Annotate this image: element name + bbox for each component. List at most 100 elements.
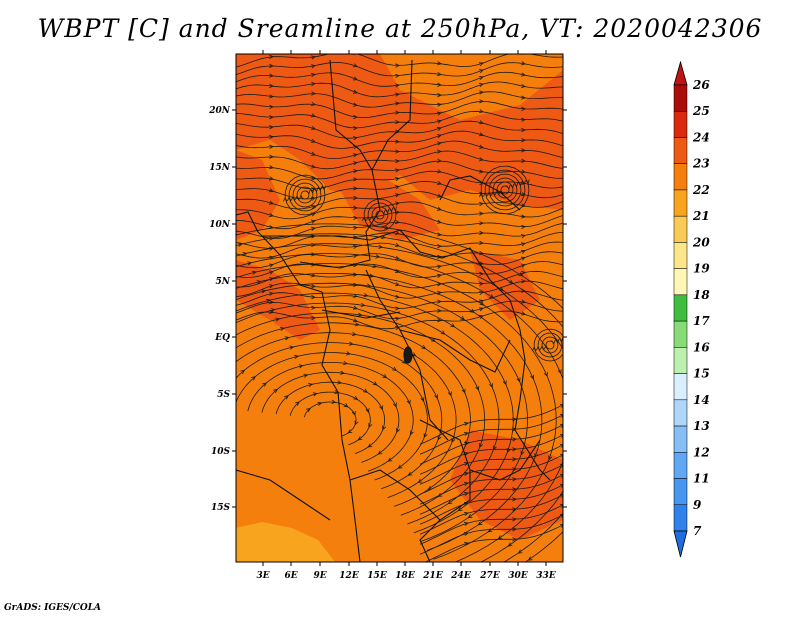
colorbar-box bbox=[673, 215, 688, 243]
colorbar-box bbox=[673, 425, 688, 453]
streamline-arrow bbox=[450, 323, 456, 328]
streamline-arrow bbox=[269, 212, 274, 218]
streamline bbox=[419, 424, 563, 465]
streamline-arrow bbox=[311, 176, 316, 181]
streamline-arrow bbox=[381, 209, 386, 215]
country-border bbox=[399, 329, 511, 373]
streamline-arrow bbox=[543, 344, 549, 350]
colorbar-label: 22 bbox=[692, 183, 710, 197]
field-region-23-24 bbox=[236, 70, 300, 120]
streamline-arrow bbox=[395, 139, 400, 144]
streamline-arrow bbox=[310, 151, 316, 156]
streamline-arrow bbox=[590, 463, 593, 467]
streamline-arrow bbox=[352, 76, 358, 81]
streamline-arrow bbox=[397, 464, 403, 469]
colorbar-label: 25 bbox=[692, 104, 710, 118]
streamline-arrow bbox=[557, 369, 562, 375]
streamline-arrow bbox=[240, 369, 246, 375]
streamline-arrow bbox=[395, 159, 400, 164]
streamline-arrow bbox=[353, 293, 358, 298]
streamline-arrow bbox=[283, 196, 288, 202]
colorbar-label: 23 bbox=[692, 157, 710, 171]
streamline-arrow bbox=[521, 128, 526, 133]
streamline-arrow bbox=[270, 308, 276, 313]
lon-label: 3E bbox=[256, 571, 269, 581]
streamline-arrow bbox=[197, 345, 201, 349]
streamline-arrow bbox=[269, 176, 274, 181]
streamline-arrow bbox=[513, 182, 519, 188]
streamline-arrow bbox=[479, 109, 484, 114]
streamline bbox=[236, 273, 543, 551]
streamline-arrow bbox=[365, 408, 370, 414]
streamline bbox=[419, 474, 563, 515]
streamline-arrow bbox=[269, 300, 274, 305]
streamline bbox=[261, 371, 400, 463]
streamline-arrow bbox=[437, 61, 442, 66]
streamline-arrow bbox=[269, 73, 274, 78]
colorbar-label: 19 bbox=[693, 262, 710, 276]
streamline-arrow bbox=[352, 63, 358, 68]
streamline-arrow bbox=[308, 382, 313, 388]
wbpt-field-21-22 bbox=[236, 522, 335, 562]
streamline-arrow bbox=[269, 291, 274, 296]
lon-label: 24E bbox=[450, 571, 471, 581]
lat-label: EQ bbox=[214, 333, 230, 343]
streamline-arrow bbox=[303, 373, 309, 378]
streamline-arrow bbox=[478, 76, 484, 80]
streamline-arrow bbox=[437, 308, 442, 313]
streamline-arrow bbox=[521, 72, 526, 77]
streamline-arrow bbox=[382, 374, 388, 379]
streamline-arrow bbox=[521, 169, 526, 174]
streamline bbox=[236, 292, 514, 534]
streamline-arrow bbox=[353, 102, 358, 107]
streamline-arrow bbox=[527, 556, 533, 561]
streamline bbox=[363, 198, 397, 232]
streamline-arrow bbox=[295, 401, 300, 406]
streamline-arrow bbox=[294, 195, 300, 200]
streamlines bbox=[197, 54, 602, 562]
streamline-arrow bbox=[353, 244, 358, 249]
streamline-arrow bbox=[368, 423, 373, 428]
streamline-arrow bbox=[560, 414, 563, 418]
streamline-arrow bbox=[521, 138, 526, 143]
streamline bbox=[419, 434, 563, 475]
streamline-arrow bbox=[317, 401, 323, 406]
streamline-arrow bbox=[512, 467, 517, 472]
streamline bbox=[537, 332, 563, 358]
streamline-arrow bbox=[469, 308, 475, 313]
streamline-arrow bbox=[312, 392, 318, 397]
map-frame bbox=[235, 53, 564, 563]
country-border bbox=[399, 229, 511, 301]
streamline-arrow bbox=[291, 195, 296, 201]
streamline-arrow bbox=[268, 270, 274, 275]
streamline-arrow bbox=[396, 428, 400, 433]
streamline-arrow bbox=[269, 115, 274, 120]
streamline-arrow bbox=[491, 190, 496, 196]
streamline bbox=[236, 233, 563, 562]
streamline-arrow bbox=[417, 478, 423, 483]
colorbar: 26 25 24 23 22 21 20 19 18 17 16 15 14 13 12 11 9 7 bbox=[673, 60, 710, 558]
streamline-arrow bbox=[521, 106, 526, 111]
streamline-arrow bbox=[437, 244, 442, 249]
streamline-arrow bbox=[287, 196, 292, 202]
colorbar-box bbox=[673, 320, 688, 348]
colorbar-label: 17 bbox=[693, 314, 710, 328]
streamline-arrow bbox=[599, 361, 602, 365]
streamline-arrow bbox=[387, 457, 393, 462]
streamline-arrow bbox=[395, 306, 400, 311]
colorbar-label: 14 bbox=[693, 393, 710, 407]
streamline-arrow bbox=[269, 104, 274, 110]
colorbar-label: 21 bbox=[692, 209, 710, 223]
streamline-arrow bbox=[395, 185, 400, 190]
streamline-arrow bbox=[464, 491, 469, 496]
streamline-arrow bbox=[521, 270, 526, 276]
streamline-arrow bbox=[437, 435, 442, 441]
streamline-arrow bbox=[512, 417, 517, 422]
streamline-arrow bbox=[560, 524, 563, 528]
streamline-arrow bbox=[521, 203, 526, 208]
streamline-arrow bbox=[464, 511, 469, 516]
streamline-arrow bbox=[218, 358, 222, 362]
streamline-arrow bbox=[464, 521, 469, 526]
map-title: WBPT [C] and Sreamline at 250hPa, VT: 20… bbox=[37, 14, 763, 43]
streamline-arrow bbox=[512, 517, 517, 522]
